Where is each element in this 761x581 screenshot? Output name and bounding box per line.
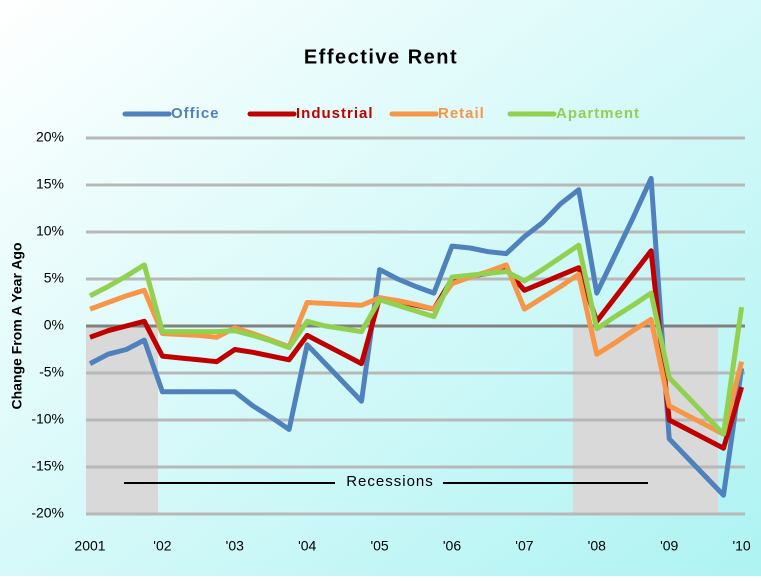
x-tick-label: '08 bbox=[588, 538, 606, 554]
x-tick-label: '09 bbox=[660, 538, 678, 554]
legend-label: Office bbox=[171, 105, 220, 122]
series-line bbox=[89, 262, 745, 437]
y-tick-label: -5% bbox=[39, 364, 64, 380]
series-line bbox=[88, 242, 745, 437]
y-tick-label: 5% bbox=[44, 270, 64, 286]
x-tick-label: '03 bbox=[226, 538, 244, 554]
x-tick-label: 2001 bbox=[74, 538, 105, 554]
legend-label: Retail bbox=[438, 105, 485, 122]
y-tick-label: -10% bbox=[31, 411, 64, 427]
x-tick-label: '10 bbox=[732, 538, 750, 554]
y-tick-label: 0% bbox=[44, 317, 64, 333]
y-tick-label: 20% bbox=[36, 129, 64, 145]
y-tick-label: -15% bbox=[31, 458, 64, 474]
x-tick-label: '06 bbox=[443, 538, 461, 554]
x-tick-label: '07 bbox=[515, 538, 533, 554]
legend-label: Apartment bbox=[556, 105, 640, 122]
y-tick-label: 15% bbox=[36, 176, 64, 192]
series-line bbox=[88, 175, 745, 498]
y-axis-label: Change From A Year Ago bbox=[9, 243, 25, 410]
chart-title: Effective Rent bbox=[304, 46, 458, 68]
x-tick-label: '02 bbox=[153, 538, 171, 554]
x-tick-label: '04 bbox=[298, 538, 316, 554]
y-tick-label: -20% bbox=[31, 505, 64, 521]
y-tick-label: 10% bbox=[36, 223, 64, 239]
annotation: Recessions bbox=[346, 473, 434, 490]
legend-label: Industrial bbox=[296, 105, 374, 122]
x-tick-label: '05 bbox=[370, 538, 388, 554]
